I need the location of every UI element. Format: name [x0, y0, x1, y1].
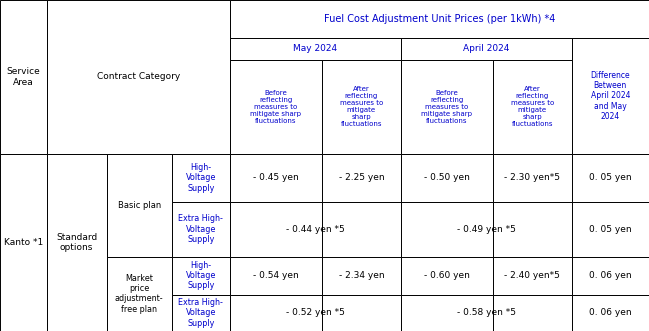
Text: After
reflecting
measures to
mitigate
sharp
fluctuations: After reflecting measures to mitigate sh…	[511, 86, 554, 127]
Text: - 0.44 yen *5: - 0.44 yen *5	[286, 225, 345, 234]
Bar	[493, 202, 572, 257]
Text: After
reflecting
measures to
mitigate
sharp
fluctuations: After reflecting measures to mitigate sh…	[340, 86, 383, 127]
Text: - 0.45 yen: - 0.45 yen	[253, 173, 299, 182]
Text: May 2024: May 2024	[293, 44, 337, 53]
Bar	[572, 202, 649, 257]
Text: - 0.58 yen *5: - 0.58 yen *5	[457, 308, 516, 317]
Text: - 2.40 yen*5: - 2.40 yen*5	[504, 271, 560, 280]
Text: Service
Area: Service Area	[6, 67, 40, 87]
Text: - 0.54 yen: - 0.54 yen	[253, 271, 299, 280]
Text: - 0.49 yen *5: - 0.49 yen *5	[457, 225, 516, 234]
Bar	[493, 295, 572, 331]
Text: Market
price
adjustment-
free plan: Market price adjustment- free plan	[115, 274, 164, 314]
Bar	[400, 202, 493, 257]
Text: Extra High-
Voltage
Supply: Extra High- Voltage Supply	[178, 214, 223, 244]
Bar	[47, 0, 230, 154]
Bar	[493, 60, 572, 154]
Bar	[0, 154, 47, 331]
Text: Before
reflecting
measures to
mitigate sharp
fluctuations: Before reflecting measures to mitigate s…	[251, 90, 301, 124]
Bar	[171, 202, 230, 257]
Bar	[493, 154, 572, 202]
Bar	[230, 202, 322, 257]
Bar	[322, 295, 400, 331]
Bar	[230, 38, 400, 60]
Bar	[171, 257, 230, 295]
Text: Before
reflecting
measures to
mitigate sharp
fluctuations: Before reflecting measures to mitigate s…	[421, 90, 472, 124]
Text: Basic plan: Basic plan	[117, 201, 161, 210]
Text: 0. 06 yen: 0. 06 yen	[589, 271, 631, 280]
Bar	[493, 257, 572, 295]
Bar	[572, 154, 649, 202]
Bar	[400, 38, 572, 60]
Text: Extra High-
Voltage
Supply: Extra High- Voltage Supply	[178, 298, 223, 328]
Bar	[230, 0, 649, 38]
Text: Contract Category: Contract Category	[97, 72, 180, 81]
Text: 0. 05 yen: 0. 05 yen	[589, 173, 631, 182]
Bar	[230, 295, 322, 331]
Bar	[171, 295, 230, 331]
Bar	[572, 38, 649, 154]
Text: Kanto *1: Kanto *1	[4, 238, 43, 247]
Bar	[230, 60, 322, 154]
Bar	[322, 60, 400, 154]
Text: 0. 06 yen: 0. 06 yen	[589, 308, 631, 317]
Bar	[400, 257, 493, 295]
Text: 0. 05 yen: 0. 05 yen	[589, 225, 631, 234]
Bar	[47, 154, 106, 331]
Bar	[106, 257, 171, 331]
Bar	[322, 154, 400, 202]
Text: - 0.50 yen: - 0.50 yen	[424, 173, 470, 182]
Bar	[572, 295, 649, 331]
Bar	[400, 60, 493, 154]
Text: Difference
Between
April 2024
and May
2024: Difference Between April 2024 and May 20…	[591, 71, 630, 121]
Bar	[322, 257, 400, 295]
Bar	[0, 0, 47, 154]
Text: - 2.34 yen: - 2.34 yen	[339, 271, 384, 280]
Text: Standard
options: Standard options	[56, 233, 97, 252]
Text: - 2.25 yen: - 2.25 yen	[339, 173, 384, 182]
Bar	[400, 154, 493, 202]
Text: High-
Voltage
Supply: High- Voltage Supply	[186, 163, 216, 193]
Text: - 0.60 yen: - 0.60 yen	[424, 271, 470, 280]
Text: - 2.30 yen*5: - 2.30 yen*5	[504, 173, 560, 182]
Text: - 0.52 yen *5: - 0.52 yen *5	[286, 308, 345, 317]
Bar	[106, 154, 171, 257]
Text: April 2024: April 2024	[463, 44, 509, 53]
Bar	[400, 295, 493, 331]
Text: High-
Voltage
Supply: High- Voltage Supply	[186, 260, 216, 291]
Bar	[171, 154, 230, 202]
Bar	[572, 257, 649, 295]
Bar	[322, 202, 400, 257]
Text: Fuel Cost Adjustment Unit Prices (per 1kWh) *4: Fuel Cost Adjustment Unit Prices (per 1k…	[324, 14, 555, 24]
Bar	[230, 257, 322, 295]
Bar	[230, 154, 322, 202]
